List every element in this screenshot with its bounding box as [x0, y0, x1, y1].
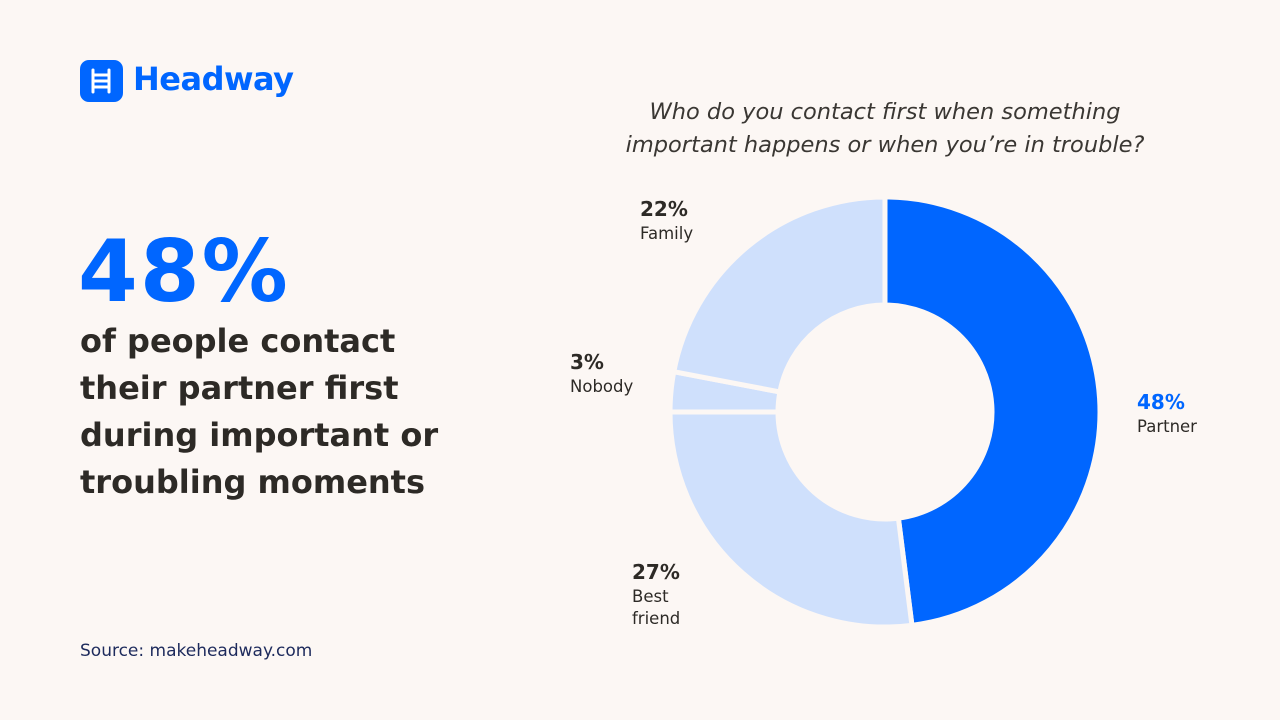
- slice-label: 22% Family: [640, 197, 720, 245]
- headline-stat: 48%: [78, 222, 290, 322]
- value-label: 22%: [640, 197, 688, 221]
- donut-slice: [882, 194, 1103, 628]
- brand-name: Headway: [133, 60, 294, 98]
- donut-slice: [671, 194, 888, 395]
- value-label: 3%: [570, 350, 604, 374]
- category-label: Partner: [1137, 417, 1197, 436]
- slice-label: 48% Partner: [1137, 390, 1217, 438]
- donut-slice: [667, 409, 915, 630]
- value-label: 27%: [632, 560, 680, 584]
- chart-title: Who do you contact first when something …: [625, 99, 1145, 158]
- source: Source: makeheadway.com: [80, 641, 313, 661]
- logo-icon: [80, 60, 123, 102]
- slice-label: 3% Nobody: [570, 350, 650, 398]
- statement: of people contact their partner first du…: [80, 322, 439, 501]
- value-label: 48%: [1137, 390, 1185, 414]
- category-label: Family: [640, 224, 694, 243]
- category-label: Best friend: [632, 587, 681, 628]
- category-label: Nobody: [570, 377, 634, 396]
- slice-label: 27% Best friend: [632, 560, 712, 630]
- donut: [667, 194, 1103, 630]
